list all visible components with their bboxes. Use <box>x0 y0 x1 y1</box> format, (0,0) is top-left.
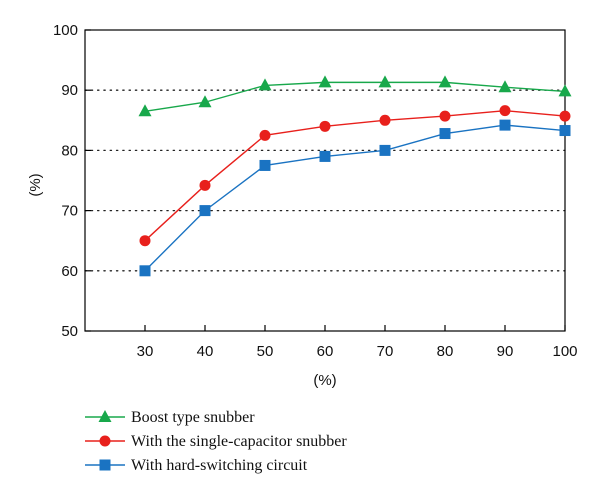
series-line-1 <box>144 109 566 242</box>
x-tick-label-70: 70 <box>377 343 394 360</box>
data-point-0-40 <box>198 95 212 108</box>
legend-label-2: With hard-switching circuit <box>131 457 308 474</box>
y-tick-label-50: 50 <box>61 323 78 340</box>
legend-marker-2 <box>99 459 111 471</box>
data-point-2-90 <box>499 119 511 131</box>
y-tick-label-90: 90 <box>61 82 78 99</box>
x-tick-label-30: 30 <box>137 343 154 360</box>
data-point-2-80 <box>439 128 451 140</box>
data-point-0-80 <box>438 75 452 88</box>
data-point-1-40 <box>199 179 211 191</box>
x-tick-label-90: 90 <box>497 343 514 360</box>
gridlines <box>84 89 566 272</box>
data-point-2-100 <box>559 125 571 137</box>
series-line-0 <box>144 81 566 112</box>
series-2 <box>139 119 571 277</box>
x-tick-label-40: 40 <box>197 343 214 360</box>
x-axis-label: (%) <box>313 372 336 389</box>
legend-label-1: With the single-capacitor snubber <box>131 433 347 450</box>
data-point-1-100 <box>559 110 571 122</box>
data-point-1-50 <box>259 129 271 141</box>
data-point-0-60 <box>318 75 332 88</box>
data-point-0-100 <box>558 84 572 97</box>
data-point-1-30 <box>139 235 151 247</box>
y-tick-label-60: 60 <box>61 263 78 280</box>
data-point-2-30 <box>139 265 151 277</box>
y-axis-label: (%) <box>27 173 44 196</box>
data-point-0-70 <box>378 75 392 88</box>
x-tick-label-60: 60 <box>317 343 334 360</box>
data-point-2-50 <box>259 159 271 171</box>
data-point-1-90 <box>499 105 511 117</box>
data-point-0-30 <box>138 104 152 117</box>
y-tick-label-100: 100 <box>53 22 78 39</box>
y-tick-label-80: 80 <box>61 142 78 159</box>
plot-frame <box>84 29 566 332</box>
x-tick-label-50: 50 <box>257 343 274 360</box>
legend-marker-1 <box>99 435 111 447</box>
series-line-2 <box>144 124 566 272</box>
series-1 <box>139 105 571 247</box>
data-point-0-50 <box>258 78 272 91</box>
data-point-2-40 <box>199 205 211 217</box>
axis-ticks: 50 60 70 80 90 100 30 40 50 60 70 80 90 100 <box>53 22 578 360</box>
data-point-1-60 <box>319 120 331 132</box>
data-point-2-70 <box>379 144 391 156</box>
legend: Boost type snubber With the single-capaci… <box>85 409 347 474</box>
legend-marker-0 <box>98 410 112 422</box>
x-tick-label-80: 80 <box>437 343 454 360</box>
data-point-1-80 <box>439 110 451 122</box>
legend-label-0: Boost type snubber <box>131 409 255 426</box>
data-point-0-90 <box>498 80 512 93</box>
series-0 <box>138 75 572 117</box>
y-tick-label-70: 70 <box>61 203 78 220</box>
x-tick-label-100: 100 <box>552 343 577 360</box>
data-point-2-60 <box>319 150 331 162</box>
series-group <box>138 75 572 277</box>
data-point-1-70 <box>379 114 391 126</box>
